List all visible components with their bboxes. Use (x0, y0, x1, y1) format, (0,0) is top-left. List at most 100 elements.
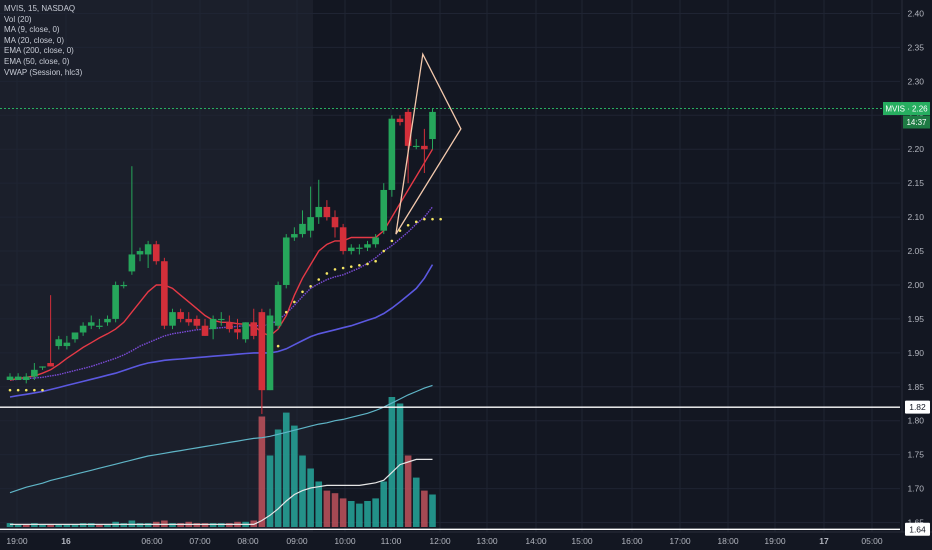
vwap-dot (325, 272, 329, 275)
x-tick-label: 11:00 (381, 536, 402, 546)
candle-body (144, 244, 152, 255)
x-tick-label: 19:00 (6, 536, 28, 546)
volume-bar (412, 477, 420, 527)
candle-body (250, 322, 258, 336)
vwap-dot (398, 229, 402, 232)
candle-body (356, 247, 363, 249)
candle-body (274, 284, 282, 326)
bar-countdown: 14:37 (906, 118, 927, 127)
candle-body (104, 318, 111, 323)
legend-ema50[interactable]: EMA (50, close, 0) (4, 56, 70, 66)
candle-body (161, 261, 168, 326)
candle-body (421, 145, 428, 150)
volume-bar (6, 523, 14, 527)
volume-bar (217, 523, 225, 527)
volume-bar (226, 523, 233, 527)
vwap-dot (406, 223, 410, 227)
x-tick-label: 13:00 (476, 536, 498, 546)
volume-bar (356, 503, 363, 527)
vwap-dot (333, 268, 337, 271)
x-tick-label: 09:00 (286, 536, 308, 546)
vwap-dot (382, 249, 386, 253)
vwap-dot (431, 217, 434, 221)
y-tick-label: 1.65 (907, 518, 924, 528)
volume-bar (307, 468, 314, 527)
volume-bar (380, 481, 388, 527)
volume-bar (258, 416, 266, 527)
candle-body (339, 227, 347, 252)
candle-body (299, 223, 306, 235)
volume-bar (79, 523, 87, 527)
candle-body (152, 244, 160, 262)
volume-bar (209, 523, 217, 527)
x-tick-label: 08:00 (237, 536, 259, 546)
x-tick-label: 16 (61, 536, 71, 546)
candle-body (63, 342, 71, 347)
last-price-label: MVIS · 2.26 (885, 105, 928, 114)
y-tick-label: 1.80 (907, 416, 924, 426)
vwap-dot (293, 300, 296, 304)
legend-symbol[interactable]: MVIS, 15, NASDAQ (4, 4, 76, 13)
vwap-dot (24, 388, 28, 392)
x-tick-label: 06:00 (141, 536, 163, 546)
y-tick-label: 2.25 (907, 110, 924, 120)
volume-bar (169, 523, 176, 527)
candle-body (112, 284, 119, 319)
indicator-legend: MVIS, 15, NASDAQ Vol (20) MA (9, close, … (4, 4, 82, 78)
y-tick-label: 1.90 (907, 348, 924, 358)
candle-body (372, 237, 379, 245)
candle-body (323, 206, 331, 218)
candle-body (177, 312, 184, 319)
candle-body (96, 325, 103, 327)
volume-bar (331, 493, 339, 527)
candle-body (217, 318, 225, 321)
candle-body (120, 284, 128, 287)
candle-body (193, 318, 201, 326)
volume-bar (22, 524, 30, 527)
vwap-dot (349, 265, 353, 268)
candle-body (315, 206, 323, 218)
vwap-dot (423, 217, 426, 221)
volume-bar (201, 523, 209, 527)
volume-bar (104, 524, 111, 527)
legend-vwap[interactable]: VWAP (Session, hlc3) (4, 67, 83, 77)
level-label: 1.82 (909, 402, 926, 412)
candle-body (79, 325, 87, 333)
candle-body (169, 312, 176, 326)
volume-bar (120, 523, 128, 527)
y-tick-label: 2.05 (907, 246, 924, 256)
x-tick-label: 17:00 (669, 536, 691, 546)
volume-bar (404, 455, 412, 527)
candle-body (266, 315, 274, 391)
vwap-dot (439, 217, 442, 221)
x-tick-label: 14:00 (525, 536, 547, 546)
last-price-label-box (883, 102, 930, 116)
volume-bar (55, 524, 63, 527)
legend-ma9[interactable]: MA (9, close, 0) (4, 25, 60, 35)
y-tick-label: 2.40 (907, 9, 924, 19)
legend-ema200[interactable]: EMA (200, close, 0) (4, 46, 74, 56)
volume-bar (421, 490, 428, 527)
legend-volume[interactable]: Vol (20) (4, 14, 32, 24)
y-tick-label: 1.75 (907, 450, 924, 460)
x-tick-label: 19:00 (764, 536, 786, 546)
vwap-dot (390, 239, 394, 243)
legend-ma20[interactable]: MA (20, close, 0) (4, 35, 65, 45)
countdown-box (903, 115, 930, 129)
x-tick-label: 17 (819, 536, 829, 546)
x-tick-label: 05:00 (861, 536, 883, 546)
candle-body (258, 312, 266, 391)
vwap-dot (317, 278, 321, 281)
volume-bar (274, 429, 282, 527)
extended-hours-shade (0, 0, 313, 532)
candle-body (396, 118, 404, 123)
vwap-dot (301, 290, 304, 294)
x-tick-label: 15:00 (571, 536, 593, 546)
candle-body (55, 339, 63, 347)
triangle-pattern (395, 52, 462, 235)
volume-bar (364, 501, 371, 527)
x-tick-label: 12:00 (429, 536, 451, 546)
vwap-dot (41, 388, 44, 392)
